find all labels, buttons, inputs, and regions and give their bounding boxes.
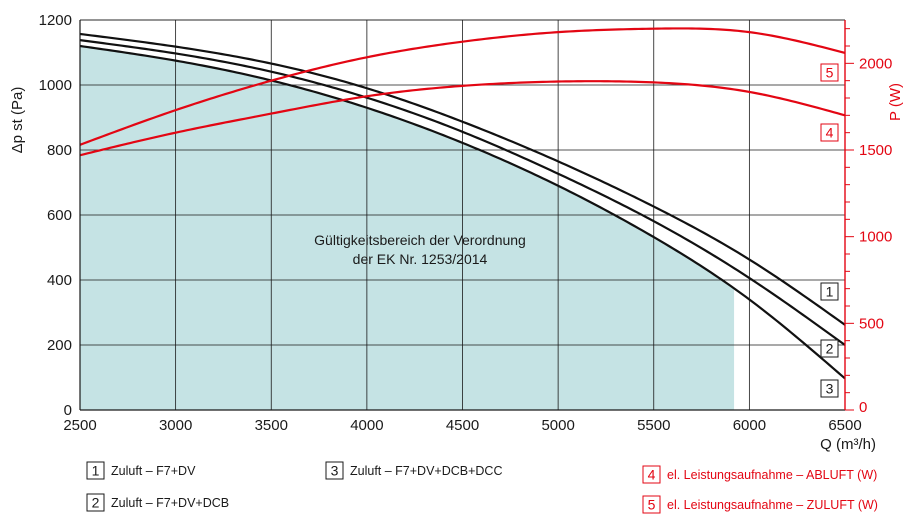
x-axis-title: Q (m³/h): [820, 436, 876, 453]
curve-tag-5-number: 5: [826, 65, 834, 81]
y2-tick-label: 2000: [859, 55, 892, 72]
x-tick-label: 2500: [63, 417, 96, 434]
curve-tag-1-number: 1: [826, 284, 834, 300]
legend-item-3-number: 3: [331, 463, 339, 479]
axes: [79, 19, 854, 411]
y-tick-label: 400: [47, 272, 72, 289]
x-tick-label: 5000: [541, 417, 574, 434]
y-tick-label: 200: [47, 337, 72, 354]
x-tick-label: 4000: [350, 417, 383, 434]
series-line-3: [80, 44, 845, 380]
curve-tag-2-box: [820, 339, 839, 358]
curve-tag-4: 4: [820, 123, 839, 142]
curve-tag-4-number: 4: [826, 125, 834, 141]
legend-item-3-box: [325, 461, 344, 480]
legend-label-5: el. Leistungsaufnahme – ZULUFT (W): [667, 498, 878, 512]
legend-item-1-box: [86, 461, 105, 480]
legend-label-2: Zuluft – F7+DV+DCB: [111, 496, 229, 510]
y-axis-title: Δp st (Pa): [9, 87, 26, 154]
y-tick-label: 1000: [39, 77, 72, 94]
x-tick-label: 6500: [828, 417, 861, 434]
legend-item-4: 4: [642, 465, 661, 484]
series-line-4: [80, 80, 845, 157]
series-line-5: [80, 27, 845, 146]
validity-region-label-line1: Gültigkeitsbereich der Verordnung: [314, 232, 526, 248]
curve-tag-2-number: 2: [826, 341, 834, 357]
series-line-2: [80, 39, 845, 346]
curve-tag-3-box: [820, 379, 839, 398]
y2-tick-label: 1500: [859, 142, 892, 159]
legend-label-4: el. Leistungsaufnahme – ABLUFT (W): [667, 468, 877, 482]
legend-item-2-box: [86, 493, 105, 512]
validity-region-area: [80, 46, 735, 410]
curve-tag-5-box: [820, 63, 839, 82]
y-tick-label: 800: [47, 142, 72, 159]
legend-item-4-number: 4: [648, 467, 656, 483]
legend-label-3: Zuluft – F7+DV+DCB+DCC: [350, 464, 502, 478]
curve-tag-4-box: [820, 123, 839, 142]
validity-region: [80, 46, 735, 410]
legend-item-1-number: 1: [92, 463, 100, 479]
legend-item-1: 1: [86, 461, 105, 480]
y2-axis-title: P (W): [887, 83, 904, 121]
x-tick-label: 5500: [637, 417, 670, 434]
y2-tick-label: 0: [859, 399, 867, 416]
curve-tags: 1 2 3 4 5: [820, 63, 839, 398]
legend-item-4-box: [642, 465, 661, 484]
y2-tick-label: 1000: [859, 229, 892, 246]
curve-tag-5: 5: [820, 63, 839, 82]
series-lines: [80, 27, 845, 380]
legend-item-5-number: 5: [648, 497, 656, 513]
legend-item-2-number: 2: [92, 495, 100, 511]
series-line-1: [80, 32, 845, 326]
curve-tag-3: 3: [820, 379, 839, 398]
x-tick-label: 6000: [733, 417, 766, 434]
y-tick-label: 0: [64, 402, 72, 419]
legend-item-2: 2: [86, 493, 105, 512]
legend-item-3: 3: [325, 461, 344, 480]
x-tick-label: 3500: [255, 417, 288, 434]
x-tick-label: 4500: [446, 417, 479, 434]
legend-label-1: Zuluft – F7+DV: [111, 464, 196, 478]
legend-item-5-box: [642, 495, 661, 514]
tick-labels: 2500 3000 3500 4000 4500 5000 5500 6000 65000200…: [39, 12, 893, 434]
y2-tick-label: 500: [859, 315, 884, 332]
y-tick-label: 600: [47, 207, 72, 224]
validity-region-label-line2: der EK Nr. 1253/2014: [353, 251, 488, 267]
curve-tag-2: 2: [820, 339, 839, 358]
curve-tag-3-number: 3: [826, 381, 834, 397]
y-tick-label: 1200: [39, 12, 72, 29]
x-tick-label: 3000: [159, 417, 192, 434]
legend: 1 Zuluft – F7+DV 2 Zuluft – F7+DV+DCB 3 Zuluf…: [86, 461, 878, 514]
curve-tag-1: 1: [820, 282, 839, 301]
curve-tag-1-box: [820, 282, 839, 301]
legend-item-5: 5: [642, 495, 661, 514]
